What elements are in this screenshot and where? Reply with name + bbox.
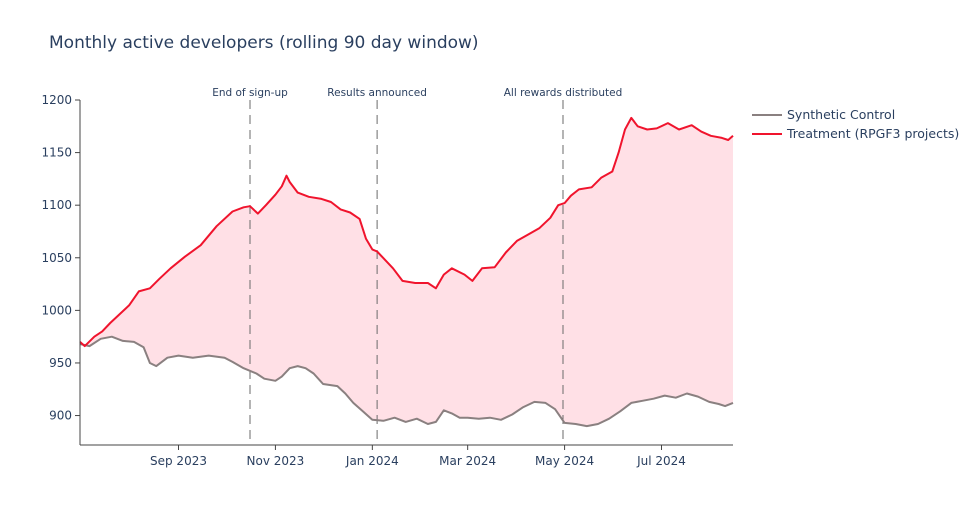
- series-lines: [79, 116, 734, 428]
- y-tick-label: 1000: [41, 303, 72, 317]
- annotations: End of sign-up Results announced All rewar…: [212, 87, 622, 445]
- x-tick-label: Jul 2024: [636, 454, 686, 468]
- legend-item[interactable]: Synthetic Control: [752, 107, 895, 122]
- y-tick-label: 1150: [41, 146, 72, 160]
- chart-title: Monthly active developers (rolling 90 da…: [49, 33, 479, 53]
- x-tick-label: Sep 2023: [150, 454, 207, 468]
- annotation-label: End of sign-up: [212, 87, 288, 99]
- treatment-line: [79, 116, 734, 348]
- x-tick-label: Nov 2023: [247, 454, 305, 468]
- fill-between-area: [80, 117, 733, 427]
- x-tick-label: May 2024: [535, 454, 594, 468]
- y-tick-label: 1050: [41, 251, 72, 265]
- legend-label: Treatment (RPGF3 projects): [786, 126, 959, 141]
- annotation-label: All rewards distributed: [504, 87, 623, 99]
- legend-item[interactable]: Treatment (RPGF3 projects): [752, 126, 959, 141]
- y-tick-label: 950: [49, 356, 72, 370]
- annotation-label: Results announced: [327, 87, 427, 99]
- y-tick-label: 1100: [41, 198, 72, 212]
- y-tick-label: 1200: [41, 93, 72, 107]
- legend-label: Synthetic Control: [787, 107, 895, 122]
- fill-between-region: [80, 117, 733, 427]
- legend[interactable]: Synthetic Control Treatment (RPGF3 projec…: [752, 107, 959, 141]
- axes: 900 950 1000 1050 1100 1150 1200 Sep 2023 Nov 20…: [41, 93, 733, 468]
- x-tick-label: Mar 2024: [439, 454, 496, 468]
- y-tick-label: 900: [49, 409, 72, 423]
- x-tick-label: Jan 2024: [345, 454, 399, 468]
- synthetic-control-line: [79, 335, 734, 428]
